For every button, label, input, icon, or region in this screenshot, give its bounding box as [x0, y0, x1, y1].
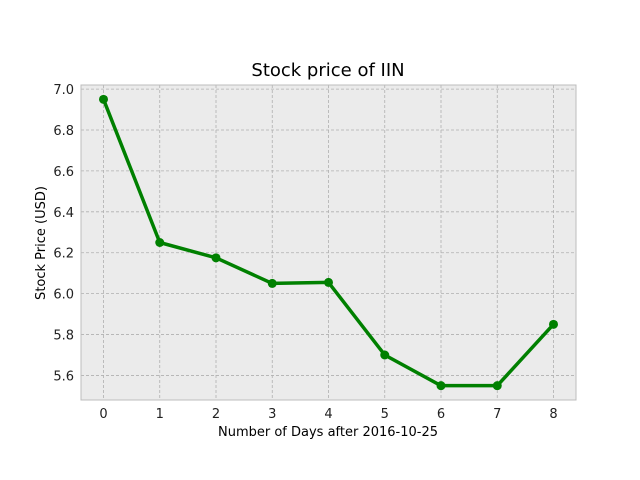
x-tick-label: 6: [437, 407, 445, 422]
y-tick-label: 6.0: [53, 288, 74, 303]
x-axis-label: Number of Days after 2016-10-25: [218, 425, 438, 440]
y-tick-label: 7.0: [53, 83, 74, 98]
x-tick-label: 7: [493, 407, 501, 422]
x-axis-ticks: 0 1 2 3 4 5 6 7 8: [99, 407, 557, 422]
data-point: [549, 319, 558, 329]
data-point: [436, 381, 446, 391]
y-tick-label: 5.8: [53, 329, 74, 344]
y-tick-label: 6.4: [53, 206, 74, 221]
chart-title: Stock price of IIN: [251, 60, 404, 81]
x-tick-label: 1: [156, 407, 164, 422]
grid-lines: [81, 85, 576, 400]
data-point: [155, 238, 165, 247]
y-axis-ticks: 5.6 5.8 6.0 6.2 6.4 6.6 6.8 7.0: [53, 83, 74, 384]
x-tick-label: 5: [381, 407, 389, 422]
x-tick-label: 8: [549, 407, 557, 422]
data-point: [211, 253, 221, 263]
data-point: [380, 350, 390, 360]
y-tick-label: 6.6: [53, 165, 74, 180]
x-tick-label: 3: [268, 407, 276, 422]
plot-frame: [80, 84, 577, 401]
y-tick-label: 6.8: [53, 124, 74, 139]
data-point: [492, 381, 502, 391]
series-group: [99, 94, 558, 391]
data-point: [324, 277, 333, 287]
y-tick-label: 6.2: [53, 247, 74, 262]
data-point: [99, 94, 108, 104]
y-axis-label: Stock Price (USD): [34, 186, 49, 300]
y-tick-label: 5.6: [53, 369, 74, 384]
x-tick-label: 4: [324, 407, 332, 422]
x-tick-label: 2: [212, 407, 220, 422]
x-tick-label: 0: [99, 407, 107, 422]
data-point: [267, 278, 277, 288]
